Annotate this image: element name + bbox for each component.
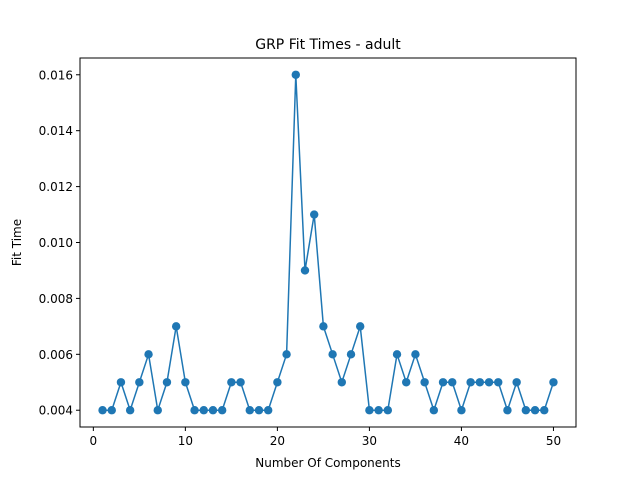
data-point <box>540 406 549 415</box>
data-point <box>144 350 153 359</box>
y-tick-label: 0.012 <box>39 180 73 194</box>
data-point <box>484 378 494 387</box>
data-point <box>521 406 531 415</box>
data-point <box>135 378 144 387</box>
data-point <box>98 406 107 415</box>
data-point <box>263 406 273 415</box>
x-tick-label: 0 <box>90 434 98 448</box>
data-point <box>512 378 521 387</box>
data-point <box>319 322 328 331</box>
data-point <box>217 406 227 415</box>
data-point <box>392 350 402 359</box>
y-tick-label: 0.010 <box>39 236 73 250</box>
data-point <box>466 378 475 387</box>
data-point <box>346 350 356 359</box>
data-point <box>125 406 135 415</box>
data-point <box>107 406 116 415</box>
data-point <box>116 378 126 387</box>
x-tick-label: 30 <box>362 434 377 448</box>
data-point <box>448 378 457 387</box>
data-point <box>254 406 264 415</box>
data-point <box>227 378 236 387</box>
data-point <box>328 350 337 359</box>
chart-title: GRP Fit Times - adult <box>255 37 401 53</box>
data-point <box>273 378 282 387</box>
y-axis-label: Fit Time <box>10 219 24 266</box>
data-point <box>245 406 254 415</box>
data-point <box>494 378 503 387</box>
data-point <box>411 350 420 359</box>
data-point <box>475 378 485 387</box>
data-point <box>503 406 512 415</box>
data-point <box>337 378 346 387</box>
axis-ticks: 0 10 20 30 40 50 0.004 0.006 0.008 0.010 0.012 0.01… <box>39 68 561 448</box>
data-point <box>181 378 190 387</box>
y-tick-label: 0.006 <box>39 348 73 362</box>
data-point <box>291 70 300 79</box>
data-point <box>420 378 429 387</box>
data-point <box>190 406 199 415</box>
data-point <box>438 378 448 387</box>
data-point <box>365 406 374 415</box>
x-axis-label: Number Of Components <box>255 456 400 470</box>
data-point <box>374 406 383 415</box>
data-point <box>162 378 172 387</box>
data-point <box>153 406 162 415</box>
data-point <box>429 406 439 415</box>
data-point <box>236 378 245 387</box>
x-tick-label: 40 <box>454 434 469 448</box>
data-point <box>310 210 319 219</box>
y-tick-label: 0.008 <box>39 292 73 306</box>
data-point <box>383 406 393 415</box>
data-point <box>171 322 181 331</box>
data-point <box>300 266 310 275</box>
x-tick-label: 20 <box>270 434 285 448</box>
data-point <box>199 406 208 415</box>
data-point <box>457 406 466 415</box>
y-tick-label: 0.004 <box>39 404 73 418</box>
data-point <box>282 350 291 359</box>
data-point <box>402 378 411 387</box>
data-point <box>208 406 218 415</box>
plot-area <box>98 70 558 415</box>
y-tick-label: 0.016 <box>39 68 73 82</box>
data-point <box>530 406 540 415</box>
x-tick-label: 10 <box>178 434 193 448</box>
x-tick-label: 50 <box>546 434 561 448</box>
data-point <box>549 378 558 387</box>
axes-frame <box>79 57 577 428</box>
y-tick-label: 0.014 <box>39 124 73 138</box>
data-point <box>356 322 365 331</box>
